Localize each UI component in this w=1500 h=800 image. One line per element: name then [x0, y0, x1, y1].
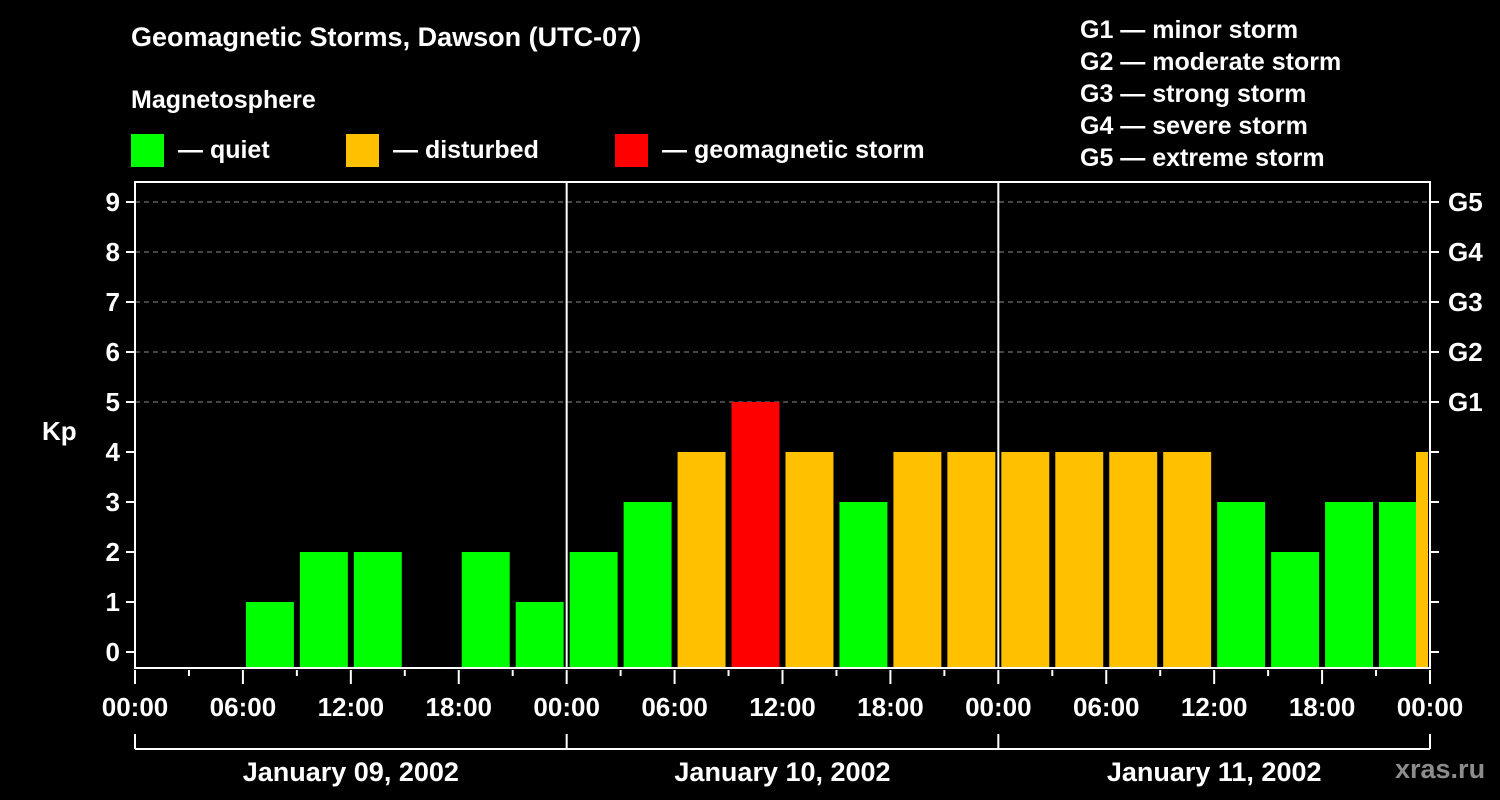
kp-bar-partial	[1416, 452, 1428, 667]
legend-label-quiet: — quiet	[178, 136, 270, 164]
watermark: xras.ru	[1395, 754, 1486, 784]
y-tick-label: 5	[106, 387, 120, 417]
y-tick-label: 0	[106, 637, 120, 667]
x-tick-label: 12:00	[318, 692, 385, 722]
kp-bar	[785, 452, 834, 667]
x-tick-label: 00:00	[965, 692, 1032, 722]
chart-axes	[126, 181, 1439, 750]
x-tick-label: 18:00	[426, 692, 493, 722]
kp-bar	[569, 552, 618, 667]
y-tick-label: 6	[106, 337, 120, 367]
legend-disturbed: — disturbed	[346, 134, 539, 167]
kp-bar	[299, 552, 348, 667]
g-scale-g5: G5 — extreme storm	[1080, 144, 1325, 172]
date-label: January 11, 2002	[1107, 757, 1322, 787]
date-label: January 09, 2002	[243, 757, 459, 787]
plot-frame	[134, 181, 1431, 669]
legend-swatch-disturbed	[346, 134, 379, 167]
kp-bar	[1163, 452, 1212, 667]
kp-bar	[1055, 452, 1104, 667]
x-tick-label: 06:00	[1073, 692, 1140, 722]
kp-bar	[947, 452, 996, 667]
kp-bar	[893, 452, 942, 667]
chart-title: Geomagnetic Storms, Dawson (UTC-07)	[131, 22, 642, 52]
chart-subtitle: Magnetosphere	[131, 86, 316, 114]
y-tick-label: 8	[106, 237, 120, 267]
legend-swatch-quiet	[131, 134, 164, 167]
kp-bar	[1109, 452, 1158, 667]
g-scale-g3: G3 — strong storm	[1080, 80, 1307, 108]
y-tick-label: 9	[106, 187, 120, 217]
g-scale-g1: G1 — minor storm	[1080, 16, 1299, 44]
g-level-label: G5	[1448, 187, 1483, 217]
kp-bar	[623, 502, 672, 667]
legend-storm: — geomagnetic storm	[615, 134, 925, 167]
grid-lines	[135, 201, 1430, 403]
x-tick-label: 12:00	[1181, 692, 1248, 722]
x-tick-label: 00:00	[533, 692, 600, 722]
kp-bar	[1325, 502, 1374, 667]
kp-bar	[677, 452, 726, 667]
axis-labels: 0 1 2 3 4 5 6 7 8 9 Kp G1 G2 G3 G4 G5 00:00 06:00 12:00 18:…	[42, 187, 1483, 787]
kp-bar	[839, 502, 888, 667]
y-tick-label: 7	[106, 287, 120, 317]
legend-swatch-storm	[615, 134, 648, 167]
legend-label-storm: — geomagnetic storm	[662, 136, 925, 164]
legend-label-disturbed: — disturbed	[393, 136, 539, 164]
kp-bar	[731, 402, 780, 667]
kp-bar	[1001, 452, 1050, 667]
y-tick-label: 4	[106, 437, 121, 467]
y-tick-label: 2	[106, 537, 120, 567]
g-level-label: G2	[1448, 337, 1483, 367]
y-tick-label: 1	[106, 587, 120, 617]
date-label: January 10, 2002	[674, 757, 890, 787]
x-tick-label: 00:00	[102, 692, 169, 722]
g-level-label: G4	[1448, 237, 1483, 267]
x-tick-label: 18:00	[857, 692, 924, 722]
kp-bar	[353, 552, 402, 667]
x-tick-label: 18:00	[1289, 692, 1356, 722]
y-axis-label: Kp	[42, 416, 77, 446]
x-tick-label: 12:00	[749, 692, 816, 722]
x-tick-label: 00:00	[1397, 692, 1464, 722]
kp-bar	[1271, 552, 1320, 667]
g-level-label: G1	[1448, 387, 1483, 417]
legend-quiet: — quiet	[131, 134, 270, 167]
x-tick-label: 06:00	[210, 692, 277, 722]
g-scale-legend: G1 — minor storm G2 — moderate storm G3 …	[1080, 14, 1341, 174]
kp-bar	[515, 602, 564, 667]
g-scale-g4: G4 — severe storm	[1080, 112, 1308, 140]
g-level-label: G3	[1448, 287, 1483, 317]
x-tick-label: 06:00	[641, 692, 708, 722]
kp-bar	[1217, 502, 1266, 667]
kp-bar	[245, 602, 294, 667]
y-tick-label: 3	[106, 487, 120, 517]
kp-bars	[245, 402, 1428, 667]
kp-bar	[461, 552, 510, 667]
g-scale-g2: G2 — moderate storm	[1080, 48, 1342, 76]
